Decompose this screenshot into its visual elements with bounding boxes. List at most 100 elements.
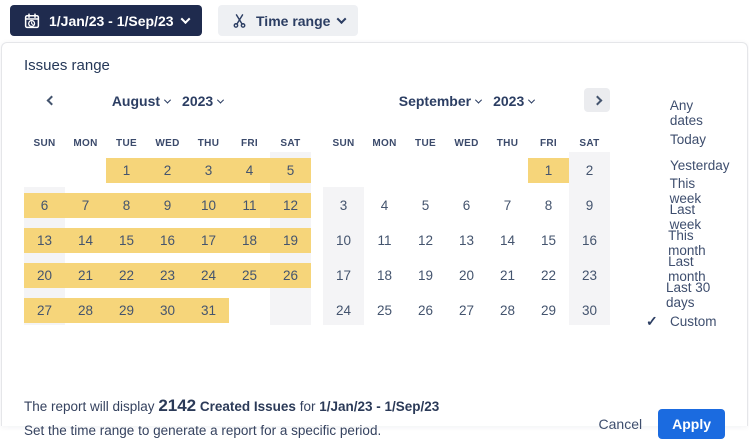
day-of-week-label: SAT — [270, 138, 311, 149]
calendar-day[interactable]: 18 — [364, 263, 405, 288]
calendar-day[interactable]: 8 — [106, 193, 147, 218]
cancel-button[interactable]: Cancel — [599, 416, 643, 432]
calendar-day[interactable]: 23 — [147, 263, 188, 288]
chevron-left-icon — [46, 95, 56, 105]
month-label: August — [112, 93, 160, 109]
preset-option-custom[interactable]: ✓Custom — [646, 308, 730, 334]
calendar-day[interactable]: 16 — [147, 228, 188, 253]
calendar-day[interactable]: 24 — [188, 263, 229, 288]
day-of-week-label: WED — [147, 138, 188, 149]
calendar-day[interactable]: 10 — [188, 193, 229, 218]
calendar-day[interactable]: 7 — [65, 193, 106, 218]
preset-option-last-30-days[interactable]: Last 30 days — [646, 282, 730, 308]
calendar-day[interactable]: 22 — [528, 263, 569, 288]
calendar-day[interactable]: 1 — [106, 158, 147, 183]
chevron-down-icon — [180, 14, 190, 24]
calendar-day[interactable]: 14 — [65, 228, 106, 253]
calendar-day[interactable]: 28 — [65, 298, 106, 323]
calendar-day[interactable]: 4 — [364, 193, 405, 218]
calendar-day[interactable]: 24 — [323, 298, 364, 323]
calendar-day[interactable]: 27 — [446, 298, 487, 323]
calendar-day[interactable]: 1 — [528, 158, 569, 183]
calendar-day[interactable]: 12 — [405, 228, 446, 253]
calendar-day[interactable]: 26 — [405, 298, 446, 323]
calendar-day[interactable]: 25 — [364, 298, 405, 323]
calendar-day[interactable]: 28 — [487, 298, 528, 323]
calendar-day[interactable]: 11 — [364, 228, 405, 253]
calendar-day[interactable]: 6 — [24, 193, 65, 218]
calendar-day[interactable]: 5 — [405, 193, 446, 218]
calendar-day[interactable]: 23 — [569, 263, 610, 288]
preset-option-any-dates[interactable]: Any dates — [646, 100, 730, 126]
calendar-day[interactable]: 17 — [323, 263, 364, 288]
calendar-day[interactable]: 15 — [106, 228, 147, 253]
calendar-day[interactable]: 9 — [147, 193, 188, 218]
calendar-day[interactable]: 19 — [405, 263, 446, 288]
calendar-day[interactable]: 6 — [446, 193, 487, 218]
day-of-week-label: FRI — [528, 138, 569, 149]
calendar-day[interactable]: 11 — [229, 193, 270, 218]
metric-label: Created Issues — [196, 399, 296, 414]
calendar-day[interactable]: 13 — [446, 228, 487, 253]
calendar-day[interactable]: 31 — [188, 298, 229, 323]
preset-option-this-month[interactable]: This month — [646, 230, 730, 256]
calendar-day — [229, 298, 270, 323]
calendar-day[interactable]: 4 — [229, 158, 270, 183]
calendar-day — [270, 298, 311, 323]
date-range-button[interactable]: 1/Jan/23 - 1/Sep/23 — [10, 5, 202, 36]
calendar-day[interactable]: 27 — [24, 298, 65, 323]
apply-button[interactable]: Apply — [658, 409, 725, 439]
calendar-day[interactable]: 8 — [528, 193, 569, 218]
calendar-day[interactable]: 16 — [569, 228, 610, 253]
year-dropdown[interactable]: 2023 — [182, 93, 223, 109]
calendar-day — [65, 158, 106, 183]
calendar-day[interactable]: 30 — [569, 298, 610, 323]
calendar-day[interactable]: 21 — [65, 263, 106, 288]
calendar-day[interactable]: 10 — [323, 228, 364, 253]
preset-option-last-month[interactable]: Last month — [646, 256, 730, 282]
calendar-day[interactable]: 13 — [24, 228, 65, 253]
calendar-day[interactable]: 14 — [487, 228, 528, 253]
prev-month-button[interactable] — [38, 88, 64, 112]
year-label: 2023 — [182, 93, 213, 109]
calendar-day[interactable]: 21 — [487, 263, 528, 288]
calendar-day[interactable]: 2 — [569, 158, 610, 183]
summary-hint: Set the time range to generate a report … — [24, 420, 599, 442]
month-dropdown[interactable]: August — [112, 93, 170, 109]
calendar-day[interactable]: 19 — [270, 228, 311, 253]
day-of-week-label: WED — [446, 138, 487, 149]
preset-option-last-week[interactable]: Last week — [646, 204, 730, 230]
month-dropdown[interactable]: September — [399, 93, 481, 109]
calendar-day[interactable]: 22 — [106, 263, 147, 288]
calendar-day[interactable]: 15 — [528, 228, 569, 253]
calendar-day[interactable]: 7 — [487, 193, 528, 218]
preset-option-this-week[interactable]: This week — [646, 178, 730, 204]
calendar-day[interactable]: 18 — [229, 228, 270, 253]
calendar-day[interactable]: 3 — [188, 158, 229, 183]
calendar-day — [24, 158, 65, 183]
calendar-day[interactable]: 30 — [147, 298, 188, 323]
calendar-day[interactable]: 20 — [24, 263, 65, 288]
calendar-day[interactable]: 12 — [270, 193, 311, 218]
year-dropdown[interactable]: 2023 — [493, 93, 534, 109]
preset-option-today[interactable]: Today — [646, 126, 730, 152]
calendar-day[interactable]: 25 — [229, 263, 270, 288]
calendar-day[interactable]: 29 — [528, 298, 569, 323]
calendar-day[interactable]: 9 — [569, 193, 610, 218]
calendar-day[interactable]: 3 — [323, 193, 364, 218]
preset-option-yesterday[interactable]: Yesterday — [646, 152, 730, 178]
calendar-day[interactable]: 29 — [106, 298, 147, 323]
day-of-week-label: SUN — [323, 138, 364, 149]
chevron-right-icon — [592, 95, 602, 105]
time-range-label: Time range — [256, 13, 330, 29]
calendar-day[interactable]: 26 — [270, 263, 311, 288]
scissors-icon — [231, 12, 248, 29]
calendar-day[interactable]: 17 — [188, 228, 229, 253]
calendar-day[interactable]: 5 — [270, 158, 311, 183]
calendar-day[interactable]: 20 — [446, 263, 487, 288]
calendar-day[interactable]: 2 — [147, 158, 188, 183]
time-range-button[interactable]: Time range — [218, 5, 358, 36]
next-month-button[interactable] — [584, 88, 610, 112]
